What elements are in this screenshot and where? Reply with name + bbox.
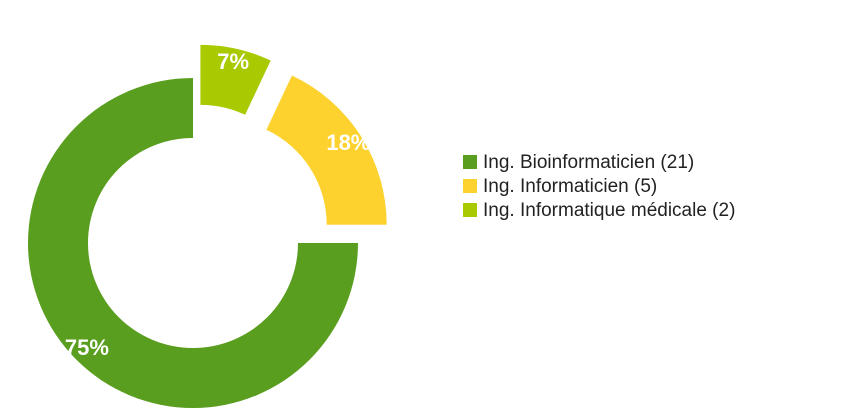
donut-segment <box>266 75 387 225</box>
value-label: 18% <box>326 130 370 155</box>
donut-segment <box>200 44 271 115</box>
legend-swatch <box>463 203 477 217</box>
legend-label: Ing. Informaticien (5) <box>483 176 657 197</box>
legend-swatch <box>463 179 477 193</box>
legend-label: Ing. Informatique médicale (2) <box>483 200 735 221</box>
value-label: 75% <box>65 335 109 360</box>
value-label: 7% <box>217 49 249 74</box>
donut-segment <box>28 78 358 408</box>
legend-label: Ing. Bioinformaticien (21) <box>483 152 694 173</box>
legend-swatch <box>463 155 477 169</box>
